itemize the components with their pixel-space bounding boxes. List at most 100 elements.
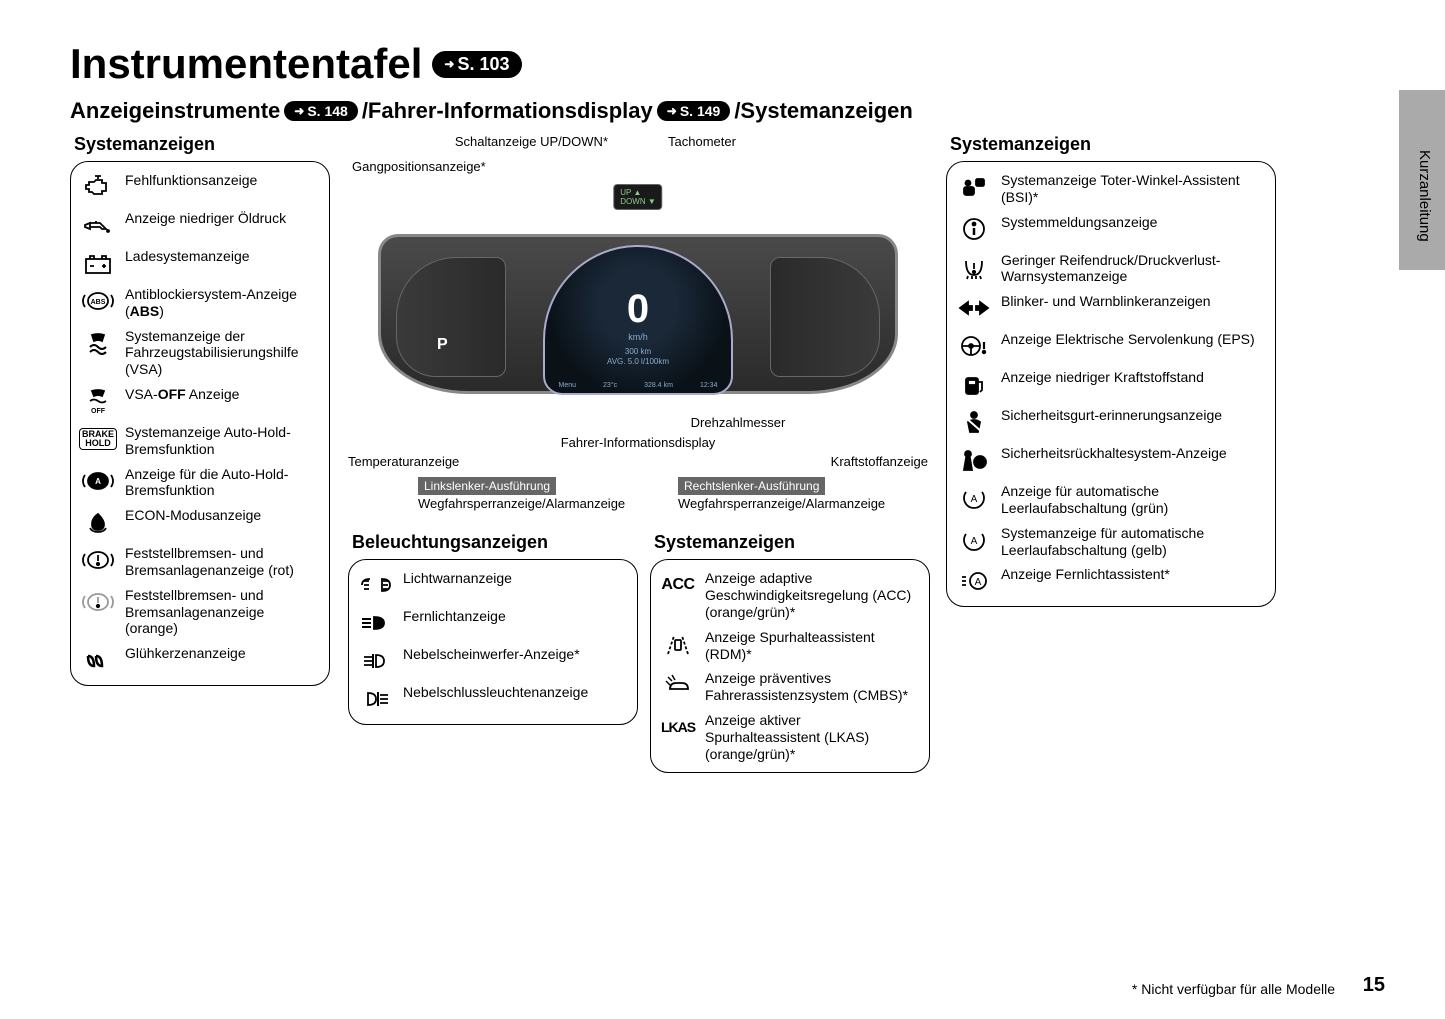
- left-item-row: OFF VSA-OFF Anzeige: [81, 386, 319, 416]
- page-subtitle: Anzeigeinstrumente S. 148 /Fahrer-Inform…: [70, 98, 1375, 124]
- glow-icon: [81, 645, 115, 675]
- lighting-item-row: Nebelscheinwerfer-Anzeige*: [359, 646, 627, 676]
- left-item-row: ABSAntiblockiersystem-Anzeige (ABS): [81, 286, 319, 320]
- callout-tacho: Tachometer: [638, 134, 918, 149]
- side-label: Kurzanleitung: [1416, 150, 1433, 242]
- variant-right: Rechtslenker-Ausführung: [678, 477, 825, 495]
- subtitle-b: /Fahrer-Informationsdisplay: [362, 98, 653, 124]
- vsa-icon: [81, 328, 115, 358]
- page-number: 15: [1363, 974, 1385, 997]
- subtitle-a: Anzeigeinstrumente: [70, 98, 280, 124]
- rdm-icon: [661, 629, 695, 659]
- left-item-row: A Anzeige für die Auto-Hold-Bremsfunktion: [81, 466, 319, 500]
- speed-unit: km/h: [628, 332, 648, 342]
- svg-text:OFF: OFF: [91, 408, 106, 415]
- right-item-row: Systemmeldungsanzeige: [957, 214, 1265, 244]
- engine-icon: [81, 172, 115, 202]
- left-item-label: Glühkerzenanzeige: [125, 645, 246, 662]
- odometer: 328.4 km: [644, 382, 673, 389]
- tpms-icon: [957, 252, 991, 282]
- right-item-label: Sicherheitsgurt-erinnerungsanzeige: [1001, 407, 1222, 424]
- callout-immobilizer-r: Wegfahrsperranzeige/Alarmanzeige: [678, 496, 885, 511]
- left-item-label: Anzeige niedriger Öldruck: [125, 210, 286, 227]
- left-item-row: Systemanzeige der Fahrzeugstabilisierung…: [81, 328, 319, 378]
- right-item-row: AAnzeige für automatische Leerlaufabscha…: [957, 483, 1265, 517]
- variant-left: Linkslenker-Ausführung: [418, 477, 556, 495]
- left-item-row: Glühkerzenanzeige: [81, 645, 319, 675]
- left-item-label: Ladesystemanzeige: [125, 248, 250, 265]
- left-panel: Fehlfunktionsanzeige Anzeige niedriger Öl…: [70, 161, 330, 686]
- seatbelt-icon: [957, 407, 991, 437]
- lights-icon: [359, 570, 393, 600]
- left-item-row: Feststellbremsen- und Bremsanlagenanzeig…: [81, 587, 319, 637]
- center-column: Schaltanzeige UP/DOWN* Tachometer Gangpo…: [348, 134, 928, 773]
- lkas-icon: LKAS: [661, 712, 695, 742]
- fuel-gauge: [770, 257, 880, 377]
- svg-text:A: A: [975, 577, 982, 588]
- vsaoff-icon: OFF: [81, 386, 115, 416]
- sys-item-row: Anzeige Spurhalteassistent (RDM)*: [661, 629, 919, 663]
- left-item-label: ECON-Modusanzeige: [125, 507, 261, 524]
- left-item-label: Feststellbremsen- und Bremsanlagenanzeig…: [125, 545, 319, 579]
- shift-indicator: UP DOWN: [613, 184, 662, 210]
- left-item-row: Anzeige niedriger Öldruck: [81, 210, 319, 240]
- right-column: Systemanzeigen Systemanzeige Toter-Winke…: [946, 134, 1276, 607]
- cmbs-icon: [661, 670, 695, 700]
- footnote: * Nicht verfügbar für alle Modelle: [1132, 981, 1335, 997]
- right-item-row: Geringer Reifendruck/Druckverlust-Warnsy…: [957, 252, 1265, 286]
- callout-driverinfo: Fahrer-Informationsdisplay: [348, 434, 928, 452]
- abs-icon: ABS: [81, 286, 115, 316]
- brakehold-icon: BRAKEHOLD: [81, 424, 115, 454]
- right-item-row: Sicherheitsrückhaltesystem-Anzeige: [957, 445, 1265, 475]
- right-item-label: Systemanzeige Toter-Winkel-Assistent (BS…: [1001, 172, 1265, 206]
- foglamp-icon: [359, 646, 393, 676]
- lighting-item-row: Nebelschlussleuchtenanzeige: [359, 684, 627, 714]
- callout-fuel: Kraftstoffanzeige: [643, 453, 928, 471]
- lighting-section: Beleuchtungsanzeigen LichtwarnanzeigeFer…: [348, 532, 638, 773]
- left-item-label: Anzeige für die Auto-Hold-Bremsfunktion: [125, 466, 319, 500]
- callout-rpm: Drehzahlmesser: [348, 414, 928, 432]
- callout-gear: Gangpositionsanzeige*: [348, 159, 928, 174]
- right-item-label: Blinker- und Warnblinkeranzeigen: [1001, 293, 1211, 310]
- left-item-label: Feststellbremsen- und Bremsanlagenanzeig…: [125, 587, 319, 637]
- trip-info: 300 km AVG. 5.0 l/100km: [607, 347, 669, 366]
- right-item-row: Anzeige niedriger Kraftstoffstand: [957, 369, 1265, 399]
- sys-item-label: Anzeige aktiver Spurhalteassistent (LKAS…: [705, 712, 919, 762]
- callout-shift: Schaltanzeige UP/DOWN*: [358, 134, 638, 149]
- lowfuel-icon: [957, 369, 991, 399]
- menu-label: Menu: [559, 382, 577, 389]
- callout-temp: Temperaturanzeige: [348, 453, 633, 471]
- right-item-label: Systemanzeige für automatische Leerlaufa…: [1001, 525, 1265, 559]
- srs-icon: [957, 445, 991, 475]
- left-item-label: VSA-OFF Anzeige: [125, 386, 239, 403]
- ambient-temp: 23°c: [603, 382, 617, 389]
- speed-value: 0: [627, 287, 649, 332]
- speedometer: 0 km/h 300 km AVG. 5.0 l/100km Menu 23°c…: [543, 245, 733, 395]
- instrument-cluster: UP DOWN P 0 km/h 300 km AVG. 5.0 l/100km: [358, 184, 918, 404]
- turn-icon: [957, 293, 991, 323]
- brake-red-icon: [81, 545, 115, 575]
- right-item-row: Sicherheitsgurt-erinnerungsanzeige: [957, 407, 1265, 437]
- page-title: Instrumententafel S. 103: [70, 40, 1375, 88]
- lighting-item-label: Lichtwarnanzeige: [403, 570, 512, 587]
- temp-gauge: P: [396, 257, 506, 377]
- right-item-label: Anzeige Fernlichtassistent*: [1001, 566, 1170, 583]
- rearfog-icon: [359, 684, 393, 714]
- econ-icon: [81, 507, 115, 537]
- autohold-icon: A: [81, 466, 115, 496]
- left-item-label: Fehlfunktionsanzeige: [125, 172, 257, 189]
- sys-item-row: LKAS Anzeige aktiver Spurhalteassistent (…: [661, 712, 919, 762]
- page-ref-b: S. 149: [657, 101, 731, 121]
- info-icon: [957, 214, 991, 244]
- highbeam-icon: [359, 608, 393, 638]
- right-item-label: Geringer Reifendruck/Druckverlust-Warnsy…: [1001, 252, 1265, 286]
- idlestop-y-icon: A: [957, 525, 991, 555]
- lighting-item-label: Fernlichtanzeige: [403, 608, 506, 625]
- brake-org-icon: [81, 587, 115, 617]
- idlestop-g-icon: A: [957, 483, 991, 513]
- right-item-label: Systemmeldungsanzeige: [1001, 214, 1157, 231]
- lighting-item-row: Lichtwarnanzeige: [359, 570, 627, 600]
- svg-text:ABS: ABS: [91, 299, 106, 306]
- lighting-item-row: Fernlichtanzeige: [359, 608, 627, 638]
- right-panel-title: Systemanzeigen: [946, 134, 1276, 155]
